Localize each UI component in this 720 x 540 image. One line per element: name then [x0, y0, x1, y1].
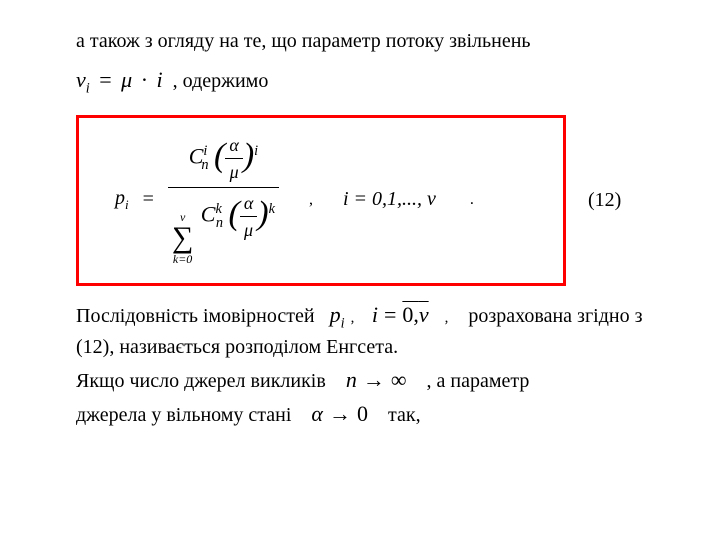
- main-numerator: Cin ( α μ ) i: [185, 132, 262, 185]
- sequence-para: Послідовність імовірностей pi , i = 0,v …: [76, 300, 660, 361]
- i-range: i = 0,1,..., v: [343, 186, 436, 213]
- src-suffix: , а параметр: [427, 370, 530, 392]
- C-num-sub: n: [201, 157, 208, 173]
- seq-zero: 0,: [402, 302, 419, 327]
- intro-line: а також з огляду на те, що параметр пото…: [76, 28, 660, 55]
- n-to-infty: n → ∞: [346, 365, 407, 395]
- seq-range-overline: 0,v: [402, 300, 428, 330]
- seq-prefix: Послідовність імовірностей: [76, 305, 315, 327]
- seq-p: p: [330, 302, 341, 327]
- a0-alpha: α: [311, 399, 323, 429]
- num-power: i: [254, 143, 258, 159]
- alpha-den: α: [240, 192, 257, 214]
- main-equation-row: pi = Cin ( α μ ) i: [76, 115, 660, 287]
- main-equation: pi = Cin ( α μ ) i: [115, 132, 474, 268]
- free-suffix: так,: [388, 404, 421, 426]
- mu-den: μ: [240, 219, 257, 241]
- src-prefix: Якщо число джерел викликів: [76, 370, 326, 392]
- main-fraction: Cin ( α μ ) i: [168, 132, 279, 268]
- free-state-para: джерела у вільному стані α → 0 так,: [76, 399, 660, 429]
- alpha-over-mu-num: α μ: [225, 134, 242, 183]
- nu-eq: =: [99, 67, 111, 92]
- ninf-n: n: [346, 365, 357, 395]
- equation-number: (12): [588, 187, 621, 214]
- C-den-sub: n: [216, 215, 223, 231]
- seq-formula: pi , i = 0,v ,: [330, 300, 449, 334]
- nu-sub: i: [86, 80, 90, 96]
- mu-symbol: μ: [121, 67, 132, 92]
- nu-equation-line: νi = μ · i , одержимо: [76, 65, 660, 99]
- nu-after-text: , одержимо: [173, 68, 269, 95]
- mu-num: μ: [226, 161, 243, 183]
- alpha-num: α: [225, 134, 242, 156]
- seq-i: i: [372, 300, 378, 330]
- seq-comma2: ,: [445, 308, 449, 328]
- nu-symbol: ν: [76, 67, 86, 92]
- sigma-bot: k=0: [173, 253, 192, 265]
- a0-arrow: →: [329, 399, 351, 429]
- p-symbol: p: [115, 187, 125, 209]
- main-comma: ,: [309, 189, 313, 211]
- nu-dot: ·: [141, 67, 148, 92]
- free-prefix: джерела у вільному стані: [76, 404, 291, 426]
- sigma: v ∑ k=0: [172, 211, 193, 265]
- alpha-mu-den: ( α μ ): [229, 192, 269, 241]
- nu-i: i: [157, 67, 163, 92]
- sources-para: Якщо число джерел викликів n → ∞ , а пар…: [76, 365, 660, 395]
- den-power: k: [269, 201, 275, 217]
- alpha-to-zero: α → 0: [311, 399, 368, 429]
- page-root: а також з огляду на те, що параметр пото…: [0, 0, 720, 451]
- nu-equation: νi = μ · i: [76, 65, 163, 99]
- seq-v: v: [419, 302, 429, 327]
- a0-zero: 0: [357, 399, 368, 429]
- range-text: i = 0,1,...,: [343, 188, 422, 210]
- C-den: C: [201, 201, 216, 226]
- p-sub: i: [125, 197, 129, 212]
- main-equation-box: pi = Cin ( α μ ) i: [76, 115, 566, 287]
- seq-eq: =: [384, 300, 396, 330]
- main-denominator: v ∑ k=0 Ck n ( α μ ): [168, 190, 279, 268]
- range-v: v: [427, 188, 436, 210]
- alpha-over-mu-den: α μ: [240, 192, 257, 241]
- alpha-mu-num: ( α μ ): [214, 134, 254, 183]
- ninf-inf: ∞: [391, 365, 407, 395]
- seq-psub: i: [341, 316, 345, 332]
- seq-comma1: ,: [351, 308, 355, 328]
- main-period: .: [470, 189, 474, 211]
- ninf-arrow: →: [363, 365, 385, 395]
- main-eq-sign: =: [143, 186, 154, 213]
